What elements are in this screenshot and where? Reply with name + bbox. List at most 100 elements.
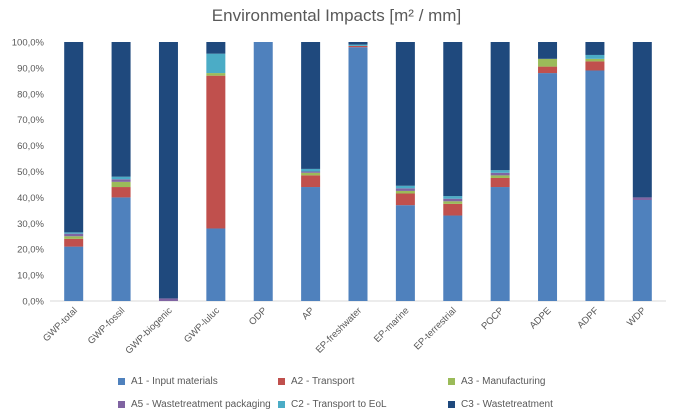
y-tick-label: 40,0% xyxy=(17,193,44,204)
legend-item: C3 - Wastetreatment xyxy=(448,399,553,410)
bar-segment xyxy=(111,187,131,198)
bar-segment xyxy=(158,42,178,299)
bar-segment xyxy=(111,181,131,188)
x-tick-label: ADPF xyxy=(575,305,601,331)
bar-segment xyxy=(301,171,321,173)
legend-item: A3 - Manufacturing xyxy=(448,376,546,387)
x-tick-label: ADPE xyxy=(528,305,554,331)
bar-segment xyxy=(301,172,321,176)
bar-segment xyxy=(206,53,226,74)
y-tick-label: 20,0% xyxy=(17,245,44,256)
bar-segment xyxy=(395,193,415,206)
bar-segment xyxy=(64,233,84,237)
bar-segment xyxy=(632,199,652,301)
x-tick-label: GWP-biogenic xyxy=(123,305,174,356)
bar-segment xyxy=(111,197,131,301)
x-tick-label: AP xyxy=(300,305,317,322)
bar-segment xyxy=(395,42,415,186)
x-tick-label: GWP-fossil xyxy=(86,305,127,346)
bar-segment xyxy=(632,197,652,200)
bar-segment xyxy=(490,187,510,301)
bar-segment xyxy=(538,42,558,59)
legend-item: A1 - Input materials xyxy=(118,376,218,387)
x-tick-label: GWP-luluc xyxy=(182,305,222,345)
legend-swatch xyxy=(118,378,125,385)
bar-segment xyxy=(64,246,84,301)
bar-segment xyxy=(443,215,463,301)
bar-segment xyxy=(64,232,84,234)
y-tick-label: 30,0% xyxy=(17,219,44,230)
bar-segment xyxy=(206,228,226,301)
bar-segment xyxy=(395,185,415,189)
bar-segment xyxy=(348,42,368,45)
bar-segment xyxy=(206,42,226,54)
bar-segment xyxy=(301,168,321,172)
bar-segment xyxy=(158,298,178,301)
y-tick-label: 100,0% xyxy=(12,38,45,49)
bar-segment xyxy=(301,187,321,301)
bar-segment xyxy=(632,42,652,198)
chart-title: Environmental Impacts [m² / mm] xyxy=(211,6,462,25)
bar-segment xyxy=(206,75,226,229)
bar-segment xyxy=(490,42,510,171)
x-tick-label: GWP-total xyxy=(41,305,80,344)
bar-segment xyxy=(443,203,463,216)
bar-segment xyxy=(64,236,84,239)
bar-segment xyxy=(490,175,510,178)
legend-label: A1 - Input materials xyxy=(131,376,218,387)
bar-segment xyxy=(111,42,131,177)
bar-segment xyxy=(585,61,605,71)
legend-label: A3 - Manufacturing xyxy=(461,376,546,387)
y-tick-label: 10,0% xyxy=(17,271,44,282)
legend-item: A2 - Transport xyxy=(278,376,354,387)
bar-segment xyxy=(64,42,84,233)
legend-label: C2 - Transport to EoL xyxy=(291,399,387,410)
bar-segment xyxy=(538,73,558,301)
legend-label: A5 - Wastetreatment packaging xyxy=(131,399,271,410)
bar-segment xyxy=(490,172,510,176)
legend-swatch xyxy=(278,401,285,408)
bar-segment xyxy=(443,198,463,202)
bar-segment xyxy=(64,238,84,247)
y-tick-label: 80,0% xyxy=(17,89,44,100)
x-tick-label: EP-freshwater xyxy=(314,305,364,355)
bar-segment xyxy=(395,188,415,191)
bar-segment xyxy=(443,201,463,204)
bar-segment xyxy=(490,177,510,188)
legend-swatch xyxy=(448,401,455,408)
bar-segment xyxy=(538,66,558,74)
bar-segment xyxy=(253,42,273,301)
y-tick-label: 50,0% xyxy=(17,167,44,178)
y-tick-label: 0,0% xyxy=(22,297,44,308)
bar-segment xyxy=(301,175,321,188)
legend-swatch xyxy=(118,401,125,408)
legend-item: C2 - Transport to EoL xyxy=(278,399,387,410)
bar-segment xyxy=(206,73,226,76)
bar-segment xyxy=(395,190,415,194)
legend-swatch xyxy=(278,378,285,385)
bar-segment xyxy=(490,170,510,173)
y-tick-label: 60,0% xyxy=(17,141,44,152)
legend-label: A2 - Transport xyxy=(291,376,355,387)
x-tick-label: ODP xyxy=(247,305,269,327)
bar-segment xyxy=(301,42,321,169)
x-tick-label: POCP xyxy=(479,305,506,332)
x-tick-label: WDP xyxy=(625,305,648,328)
bar-segment xyxy=(585,70,605,302)
bar-segment xyxy=(585,42,605,55)
bar-segment xyxy=(111,176,131,180)
y-tick-label: 90,0% xyxy=(17,63,44,74)
y-tick-label: 70,0% xyxy=(17,115,44,126)
legend-swatch xyxy=(448,378,455,385)
legend-item: A5 - Wastetreatment packaging xyxy=(118,399,271,410)
bar-segment xyxy=(348,44,368,46)
bar-segment xyxy=(395,205,415,301)
bar-segment xyxy=(348,45,368,48)
bar-segment xyxy=(443,42,463,197)
bar-segment xyxy=(585,58,605,62)
bar-segment xyxy=(538,58,558,67)
legend-label: C3 - Wastetreatment xyxy=(461,399,553,410)
bar-segment xyxy=(585,54,605,59)
x-tick-label: EP-terrestrial xyxy=(412,305,459,352)
